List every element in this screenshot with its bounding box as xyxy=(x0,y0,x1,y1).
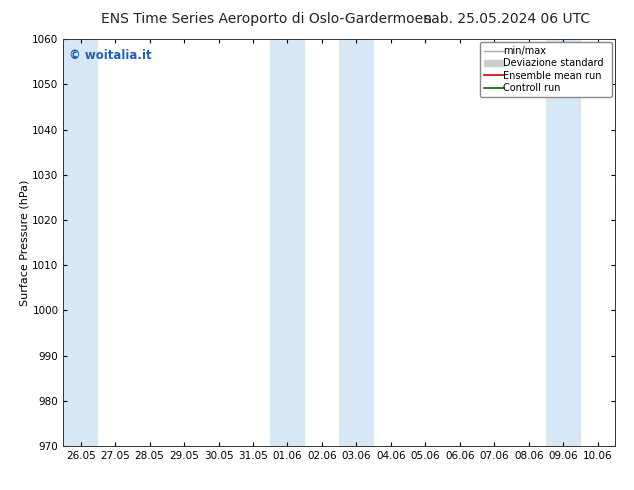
Legend: min/max, Deviazione standard, Ensemble mean run, Controll run: min/max, Deviazione standard, Ensemble m… xyxy=(481,42,612,97)
Bar xyxy=(270,39,305,446)
Text: sab. 25.05.2024 06 UTC: sab. 25.05.2024 06 UTC xyxy=(424,12,590,26)
Bar xyxy=(339,39,373,446)
Text: © woitalia.it: © woitalia.it xyxy=(69,49,152,62)
Y-axis label: Surface Pressure (hPa): Surface Pressure (hPa) xyxy=(20,179,30,306)
Text: ENS Time Series Aeroporto di Oslo-Gardermoen: ENS Time Series Aeroporto di Oslo-Garder… xyxy=(101,12,432,26)
Bar xyxy=(546,39,581,446)
Bar xyxy=(63,39,98,446)
